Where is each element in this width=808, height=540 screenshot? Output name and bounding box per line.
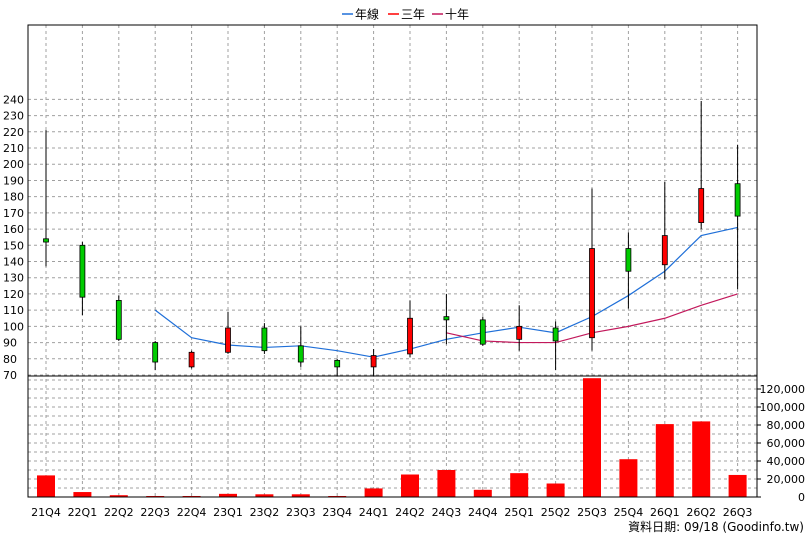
legend: 年線 三年 十年 (342, 7, 469, 22)
volume-bar (255, 494, 274, 497)
price-tick-label: 140 (3, 256, 24, 269)
candle-body (589, 248, 595, 339)
price-tick-label: 90 (3, 337, 17, 350)
x-tick-label: 22Q4 (177, 506, 207, 519)
price-tick-label: 110 (3, 304, 24, 317)
x-tick-label: 25Q4 (614, 506, 644, 519)
volume-bar (291, 494, 310, 497)
volume-tick-label: 60,000 (767, 437, 806, 450)
x-tick-label: 23Q1 (213, 506, 243, 519)
x-tick-label: 23Q4 (322, 506, 352, 519)
volume-tick-label: 40,000 (767, 455, 806, 468)
price-tick-label: 100 (3, 320, 24, 333)
candle-body (443, 316, 450, 321)
candle-body (152, 342, 159, 363)
volume-bar (546, 483, 565, 497)
price-tick-label: 120 (3, 288, 24, 301)
candle-body (661, 235, 668, 266)
x-tick-label: 26Q1 (650, 506, 680, 519)
x-tick-label: 25Q1 (504, 506, 534, 519)
volume-bar (364, 488, 383, 497)
volume-bar (510, 473, 529, 497)
x-tick-label: 25Q2 (541, 506, 571, 519)
x-tick-label: 24Q1 (359, 506, 389, 519)
x-tick-label: 22Q3 (140, 506, 170, 519)
price-tick-label: 80 (3, 353, 17, 366)
volume-bars (37, 378, 747, 497)
volume-bar (37, 475, 55, 497)
legend-label: 三年 (401, 8, 425, 22)
candle-body (43, 238, 49, 243)
volume-axis: 0 20,000 40,000 60,000 80,000 100,000 120,000 (757, 383, 805, 504)
volume-tick-label: 100,000 (760, 401, 806, 414)
price-tick-label: 160 (3, 223, 24, 236)
price-tick-label: 130 (3, 272, 24, 285)
candle-body (552, 327, 559, 342)
volume-tick-label: 80,000 (767, 419, 806, 432)
price-tick-label: 70 (3, 369, 17, 382)
x-tick-label: 23Q3 (286, 506, 316, 519)
candle-body (79, 244, 86, 298)
volume-bar (73, 492, 92, 497)
candle-body (734, 183, 741, 217)
price-axis: 70 80 90 100 110 120 130 140 150 160 170 180 190 200 2… (3, 93, 24, 382)
volume-tick-label: 120,000 (760, 383, 806, 396)
candle-body (625, 248, 632, 272)
price-tick-label: 190 (3, 174, 24, 187)
price-tick-label: 200 (3, 158, 24, 171)
candle-body (479, 319, 486, 345)
price-tick-label: 150 (3, 239, 24, 252)
candle-body (225, 327, 231, 353)
legend-label: 年線 (355, 7, 379, 22)
x-tick-label: 22Q2 (104, 506, 134, 519)
candle-body (516, 325, 523, 340)
candle-body (115, 300, 122, 340)
volume-bar (109, 495, 128, 497)
candle-body (407, 317, 413, 355)
x-tick-label: 24Q4 (468, 506, 498, 519)
candle-body (698, 188, 705, 223)
volume-bar (692, 421, 711, 497)
price-tick-label: 240 (3, 93, 24, 106)
x-tick-label: 21Q4 (31, 506, 61, 519)
volume-tick-label: 20,000 (767, 473, 806, 486)
candlesticks (43, 101, 741, 377)
candle-body (370, 355, 377, 368)
price-tick-label: 180 (3, 191, 24, 204)
volume-bar (219, 493, 237, 497)
plot-frame (27, 24, 758, 498)
candle-body (261, 327, 268, 352)
price-tick-label: 170 (3, 207, 24, 220)
volume-tick-label: 0 (798, 491, 805, 504)
candle-body (334, 360, 341, 368)
volume-bar (473, 489, 492, 497)
price-tick-label: 220 (3, 126, 24, 139)
candle-body (297, 345, 304, 363)
x-axis: 21Q4 22Q1 22Q2 22Q3 22Q4 23Q1 23Q2 23Q3 23Q4 24Q1… (31, 506, 752, 519)
volume-bar (437, 470, 456, 497)
price-tick-label: 210 (3, 142, 24, 155)
x-tick-label: 23Q2 (250, 506, 280, 519)
volume-bar (583, 378, 601, 497)
x-tick-label: 22Q1 (68, 506, 98, 519)
volume-bar (619, 459, 638, 497)
x-tick-label: 26Q2 (686, 506, 716, 519)
price-tick-label: 230 (3, 110, 24, 123)
volume-bar (401, 474, 419, 497)
candle-body (188, 351, 195, 368)
volume-bar (655, 424, 674, 497)
volume-bar (728, 474, 747, 497)
legend-label: 十年 (445, 8, 469, 22)
x-tick-label: 24Q3 (432, 506, 462, 519)
x-tick-label: 26Q3 (723, 506, 753, 519)
x-tick-label: 25Q3 (577, 506, 607, 519)
x-tick-label: 24Q2 (395, 506, 425, 519)
footer-text: 資料日期: 09/18 (Goodinfo.tw) (628, 520, 804, 534)
